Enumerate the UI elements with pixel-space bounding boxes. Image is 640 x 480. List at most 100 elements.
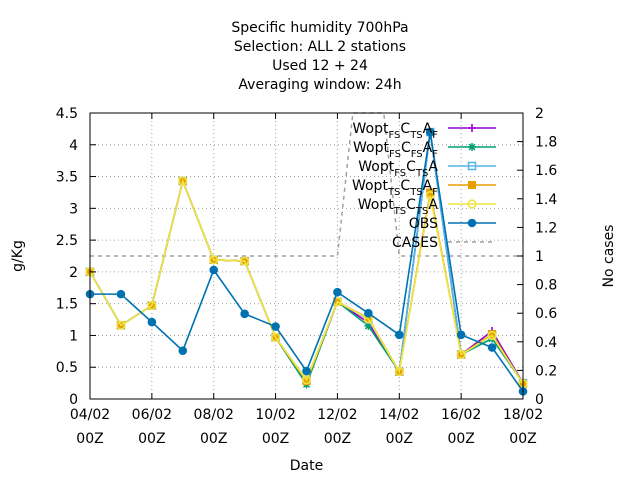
legend-entry-main: Wopt [358, 197, 394, 213]
series-group [85, 127, 528, 396]
data-point [364, 308, 373, 318]
legend-entry-letter: C [406, 159, 416, 175]
x-tick-sublabel: 00Z [386, 431, 413, 447]
series-line [89, 131, 524, 384]
legend-entry-subscript: TS [393, 206, 406, 217]
x-tick-sublabel: 00Z [200, 431, 227, 447]
legend-entry-main: OBS [409, 216, 438, 232]
data-point [209, 265, 219, 275]
legend-entry-subscript: F [432, 130, 438, 141]
y-axis: 0 0.5 1 1.5 2 2.5 3 3.5 4 4.5 [56, 106, 96, 408]
series-line [89, 178, 524, 385]
y2-tick-label: 0.6 [535, 306, 557, 322]
cases-series [90, 112, 523, 257]
legend-entry-subscript: TS [409, 130, 422, 141]
x-tick-label: 06/02 [132, 407, 172, 423]
legend-entry-letter: A [428, 159, 438, 175]
data-point [116, 289, 126, 299]
series-line [89, 131, 524, 385]
legend-entry-subscript: FS [388, 130, 400, 141]
x-axis: 04/02 00Z 06/02 00Z 08/02 00Z 10/02 00Z 12/02 00Z… [70, 113, 543, 447]
legend-entry-main: Wopt [358, 159, 394, 175]
legend-entry-letter: C [400, 121, 410, 137]
data-point [178, 346, 188, 355]
legend-entry-main: Wopt [353, 140, 389, 156]
y-tick-label: 1.5 [56, 297, 78, 313]
legend-entry-subscript: F [432, 187, 438, 198]
y-tick-label: 0.5 [56, 360, 78, 376]
y2-tick-label: 1.4 [535, 192, 557, 208]
legend-entry-label: OBS [409, 216, 438, 232]
legend-entry-main: Wopt [353, 121, 389, 137]
x-tick-label: 10/02 [255, 407, 295, 423]
legend-entry-letter: A [423, 121, 433, 137]
x-tick-label: 14/02 [379, 407, 419, 423]
legend: WoptFSCTSAFWoptFSCFSAFWoptFSCTSAWoptTSCT… [352, 121, 496, 251]
data-point [270, 332, 281, 342]
legend-entry-letter: A [423, 140, 433, 156]
y2-tick-label: 1.2 [535, 220, 557, 236]
data-point [456, 349, 466, 360]
x-axis-label: Date [290, 458, 323, 474]
data-point [240, 256, 250, 266]
legend-sample-marker [467, 161, 477, 171]
legend-entry-subscript: TS [415, 206, 428, 217]
data-point [394, 330, 404, 340]
legend-entry-main: Wopt [352, 178, 388, 194]
y2-axis-label: No cases [601, 225, 617, 288]
y2-tick-label: 0 [535, 392, 544, 408]
x-tick-sublabel: 00Z [76, 431, 103, 447]
title-line-1: Specific humidity 700hPa [231, 20, 408, 36]
x-tick-label: 08/02 [194, 407, 234, 423]
x-tick-label: 04/02 [70, 407, 110, 423]
legend-sample-marker [468, 181, 476, 189]
legend-entry-label: WoptFSCFSAF [353, 140, 438, 160]
series-6 [85, 127, 528, 396]
legend-entry-letter: C [406, 197, 416, 213]
x-tick-label: 18/02 [503, 407, 543, 423]
data-point [394, 367, 404, 377]
x-tick-sublabel: 00Z [509, 431, 536, 447]
y2-tick-label: 2 [535, 106, 544, 122]
legend-entry-letter: A [428, 197, 438, 213]
data-point [333, 287, 342, 297]
legend-entry-subscript: F [432, 149, 438, 160]
data-point [147, 317, 157, 327]
y2-tick-label: 1 [535, 249, 544, 265]
data-point [456, 330, 466, 340]
legend-entry-label: WoptTSCTSA [358, 197, 439, 217]
y-tick-label: 2.5 [56, 233, 78, 249]
data-point [240, 309, 249, 319]
data-point [425, 191, 435, 201]
title-line-3: Used 12 + 24 [272, 58, 368, 74]
y-tick-label: 3.5 [56, 170, 78, 186]
y2-tick-label: 0.4 [535, 335, 557, 351]
data-point [302, 366, 311, 376]
legend-sample-marker [467, 199, 477, 209]
y-tick-label: 0 [69, 392, 78, 408]
x-tick-label: 16/02 [441, 407, 481, 423]
x-tick-sublabel: 00Z [447, 431, 474, 447]
y-tick-label: 3 [69, 201, 78, 217]
y2-tick-label: 0.8 [535, 278, 557, 294]
legend-entry-subscript: TS [387, 187, 400, 198]
title-line-2: Selection: ALL 2 stations [234, 39, 406, 55]
chart-title: Specific humidity 700hPa Selection: ALL 2… [231, 20, 408, 93]
data-point [487, 343, 497, 352]
cases-line [90, 112, 523, 257]
y-tick-label: 2 [69, 265, 78, 281]
data-point [425, 127, 435, 137]
legend-entry-subscript: FS [394, 168, 406, 179]
legend-entry-subscript: TS [415, 168, 428, 179]
legend-sample-marker [468, 124, 476, 132]
y-axis-label: g/Kg [10, 240, 26, 272]
series-4 [86, 177, 527, 388]
y2-tick-label: 1.8 [535, 135, 557, 151]
grid [90, 113, 523, 399]
legend-entry-label: WoptFSCTSAF [353, 121, 439, 141]
y-tick-label: 4 [69, 138, 78, 154]
y2-axis: 0 0.2 0.4 0.6 0.8 1 1.2 1.4 1.6 1.8 2 [517, 106, 557, 408]
x-tick-label: 12/02 [317, 407, 357, 423]
data-point [364, 321, 373, 330]
legend-entry-letter: C [401, 140, 411, 156]
